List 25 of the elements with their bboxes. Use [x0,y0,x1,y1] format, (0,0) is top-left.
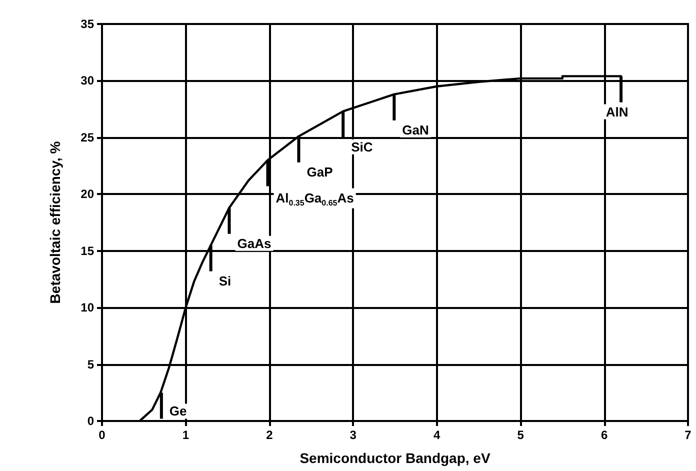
y-tick-label: 25 [80,130,94,144]
x-tick-label: 6 [600,428,608,442]
y-tick-label: 15 [80,244,94,258]
y-tick-label: 20 [80,187,94,202]
annotation: SiC [351,139,374,154]
x-tick-label: 0 [98,428,106,442]
annotation: Si [218,273,232,288]
x-axis-title: Semiconductor Bandgap, eV [300,450,491,466]
y-tick-label: 30 [80,74,94,88]
annotation: GaAs [237,236,272,251]
annotation: AlN [606,104,628,120]
annotation: GaN [402,122,429,138]
y-axis-title: Betavoltaic efficiency, % [47,140,63,304]
x-tick-label: 4 [434,428,441,442]
y-tick-label: 5 [87,357,94,372]
x-tick-label: 7 [684,428,692,442]
y-tick-label: 10 [80,300,94,315]
annotation: Ge [169,404,187,419]
x-tick-label: 2 [266,428,274,442]
x-tick-label: 5 [517,428,524,442]
y-tick-label: 0 [87,414,94,428]
x-tick-label: 1 [182,428,190,442]
annotation: GaP [306,164,334,180]
y-tick-label: 35 [80,17,94,31]
x-tick-label: 3 [350,428,357,442]
